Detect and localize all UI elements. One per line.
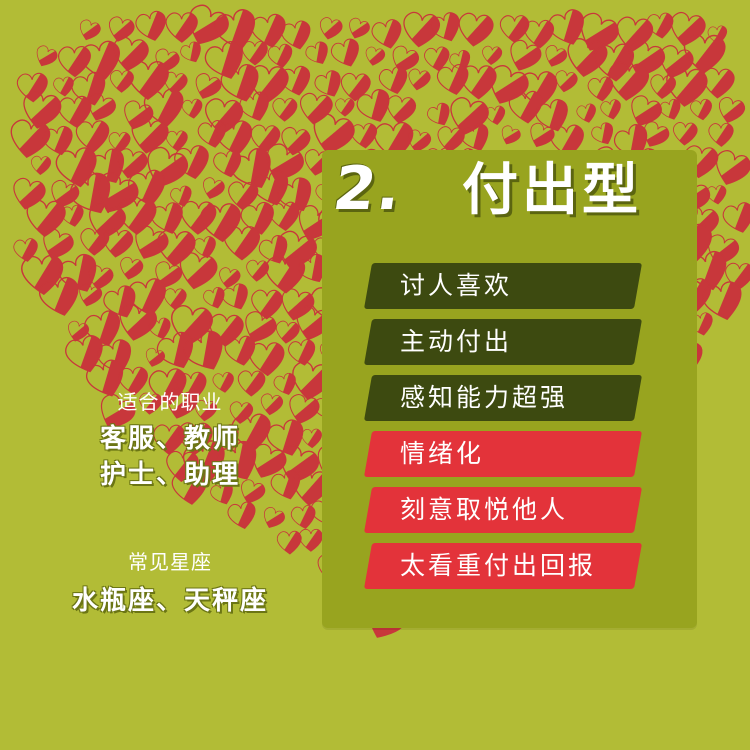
heart-icon — [701, 67, 736, 100]
heart-icon — [484, 104, 508, 127]
heart-icon — [272, 97, 298, 122]
heart-icon — [274, 319, 301, 346]
heart-icon — [575, 102, 599, 125]
careers-line-1: 客服、教师 — [99, 424, 240, 454]
heart-icon — [455, 11, 495, 49]
heart-icon — [178, 39, 206, 67]
heart-icon — [405, 67, 432, 93]
heart-icon — [705, 184, 729, 206]
trait-item: 讨人喜欢 — [363, 263, 648, 309]
heart-icon — [175, 250, 220, 293]
trait-item: 太看重付出回报 — [363, 543, 648, 589]
trait-label: 感知能力超强 — [400, 383, 569, 412]
heart-icon — [25, 198, 67, 239]
trait-list: 讨人喜欢 主动付出 感知能力超强 情绪化 刻意取悦他人 太看重付出回报 — [363, 263, 648, 599]
heart-icon — [350, 122, 379, 150]
careers-heading: 适合的职业 — [117, 390, 223, 414]
heart-icon — [497, 123, 523, 149]
heart-icon — [589, 120, 619, 149]
heart-icon — [31, 43, 60, 71]
careers-line-2: 护士、助理 — [99, 460, 240, 490]
trait-item: 情绪化 — [363, 431, 648, 477]
heart-icon — [682, 33, 727, 75]
trait-label: 太看重付出回报 — [400, 551, 597, 580]
trait-item: 主动付出 — [363, 319, 648, 365]
heart-icon — [265, 255, 306, 294]
trait-label: 讨人喜欢 — [400, 271, 513, 300]
zodiac-line-1: 水瓶座、天秤座 — [71, 586, 268, 616]
heart-icon — [552, 69, 579, 95]
heart-icon — [75, 119, 111, 154]
heart-icon — [30, 155, 52, 176]
heart-icon — [481, 45, 503, 66]
heart-icon — [199, 175, 227, 203]
heart-icon — [100, 227, 135, 260]
heart-icon — [223, 226, 261, 261]
heart-icon — [384, 94, 418, 126]
heart-icon — [312, 67, 347, 102]
heart-icon — [689, 98, 714, 122]
heart-icon — [266, 42, 295, 70]
heart-icon — [219, 281, 254, 315]
heart-icon — [76, 17, 103, 44]
heart-icon — [714, 95, 747, 127]
heart-icon — [335, 98, 355, 117]
heart-icon — [241, 40, 268, 66]
heart-icon — [672, 121, 698, 147]
heart-icon — [316, 15, 344, 43]
heart-icon — [424, 100, 455, 130]
heart-icon — [226, 500, 259, 532]
heart-icon — [276, 530, 303, 555]
heart-icon — [181, 98, 204, 120]
heart-icon — [133, 9, 171, 45]
heart-icon — [259, 505, 287, 533]
heart-icon — [303, 39, 334, 69]
heart-icon — [190, 71, 224, 104]
heart-icon — [245, 259, 270, 283]
heart-icon — [328, 36, 365, 72]
trait-item: 感知能力超强 — [363, 375, 648, 421]
heart-icon — [268, 201, 301, 233]
heart-icon — [301, 428, 323, 449]
trait-item: 刻意取悦他人 — [363, 487, 648, 533]
title-text: 付出型 — [462, 158, 642, 223]
heart-icon — [298, 528, 324, 552]
title-number: 2. — [329, 154, 408, 224]
heart-icon — [708, 122, 734, 148]
trait-label: 主动付出 — [400, 327, 513, 356]
heart-icon — [60, 203, 86, 229]
heart-icon — [624, 92, 665, 132]
heart-icon — [344, 16, 372, 43]
heart-icon — [720, 200, 750, 237]
zodiac-heading: 常见星座 — [128, 550, 212, 574]
heart-icon — [599, 98, 624, 122]
trait-label: 刻意取悦他人 — [400, 495, 569, 524]
heart-icon — [363, 45, 387, 68]
trait-label: 情绪化 — [400, 439, 485, 468]
heart-icon — [248, 341, 286, 377]
title: 2. 付出型 — [329, 150, 690, 230]
heart-icon — [117, 255, 145, 283]
heart-icon — [541, 43, 569, 71]
